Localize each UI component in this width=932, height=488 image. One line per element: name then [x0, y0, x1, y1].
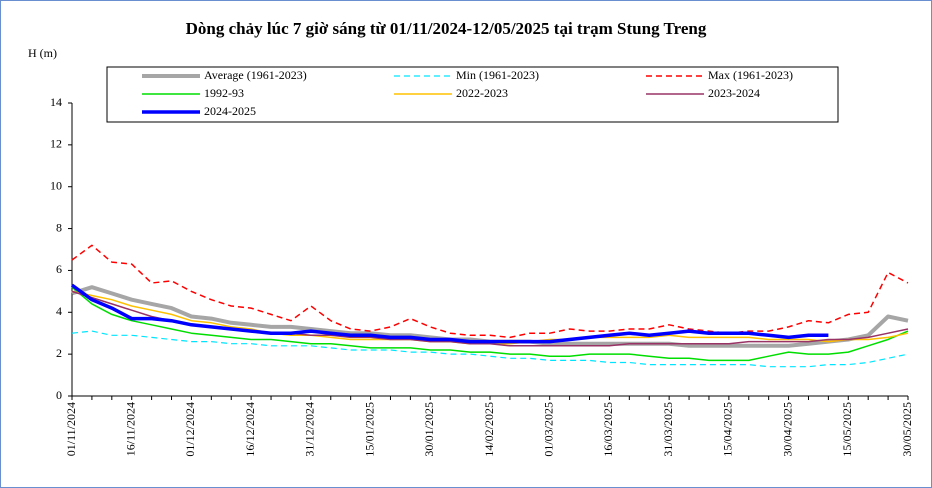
x-tick-label: 15/05/2025: [840, 402, 854, 457]
y-tick-label: 14: [50, 95, 62, 109]
series-line: [71, 286, 909, 362]
x-tick-label: 15/04/2025: [721, 402, 735, 457]
x-tick-label: 01/11/2024: [64, 402, 78, 456]
x-tick-label: 30/05/2025: [900, 402, 914, 457]
x-tick-label: 30/01/2025: [422, 402, 436, 457]
x-tick-label: 30/04/2025: [780, 402, 794, 457]
y-tick-label: 0: [56, 388, 62, 402]
legend-label: 2022-2023: [456, 86, 508, 100]
series-line: [71, 244, 909, 339]
series-line: [71, 330, 909, 368]
x-tick-label: 15/01/2025: [362, 402, 376, 457]
legend: [106, 66, 839, 123]
y-tick-label: 2: [56, 346, 62, 360]
x-tick-label: 16/12/2024: [243, 402, 257, 457]
y-tick-label: 6: [56, 262, 62, 276]
y-tick-label: 4: [56, 304, 62, 318]
legend-label: Average (1961-2023): [204, 68, 307, 82]
x-tick-label: 16/03/2025: [601, 402, 615, 457]
x-tick-label: 14/02/2025: [482, 402, 496, 457]
y-axis-label: H (m): [28, 46, 57, 60]
x-tick-label: 16/11/2024: [123, 402, 137, 456]
legend-label: 1992-93: [204, 86, 244, 100]
x-tick-label: 31/03/2025: [661, 402, 675, 457]
legend-label: Max (1961-2023): [708, 68, 793, 82]
legend-label: 2023-2024: [708, 86, 760, 100]
y-tick-label: 12: [50, 137, 62, 151]
y-tick-label: 8: [56, 220, 62, 234]
x-tick-label: 31/12/2024: [303, 402, 317, 457]
legend-label: 2024-2025: [204, 104, 256, 118]
y-tick-label: 10: [50, 178, 62, 192]
x-tick-label: 01/03/2025: [541, 402, 555, 457]
series-line: [70, 283, 829, 344]
chart-title: Dòng chảy lúc 7 giờ sáng từ 01/11/2024-1…: [186, 19, 707, 38]
legend-label: Min (1961-2023): [456, 68, 539, 82]
x-tick-label: 01/12/2024: [183, 402, 197, 457]
